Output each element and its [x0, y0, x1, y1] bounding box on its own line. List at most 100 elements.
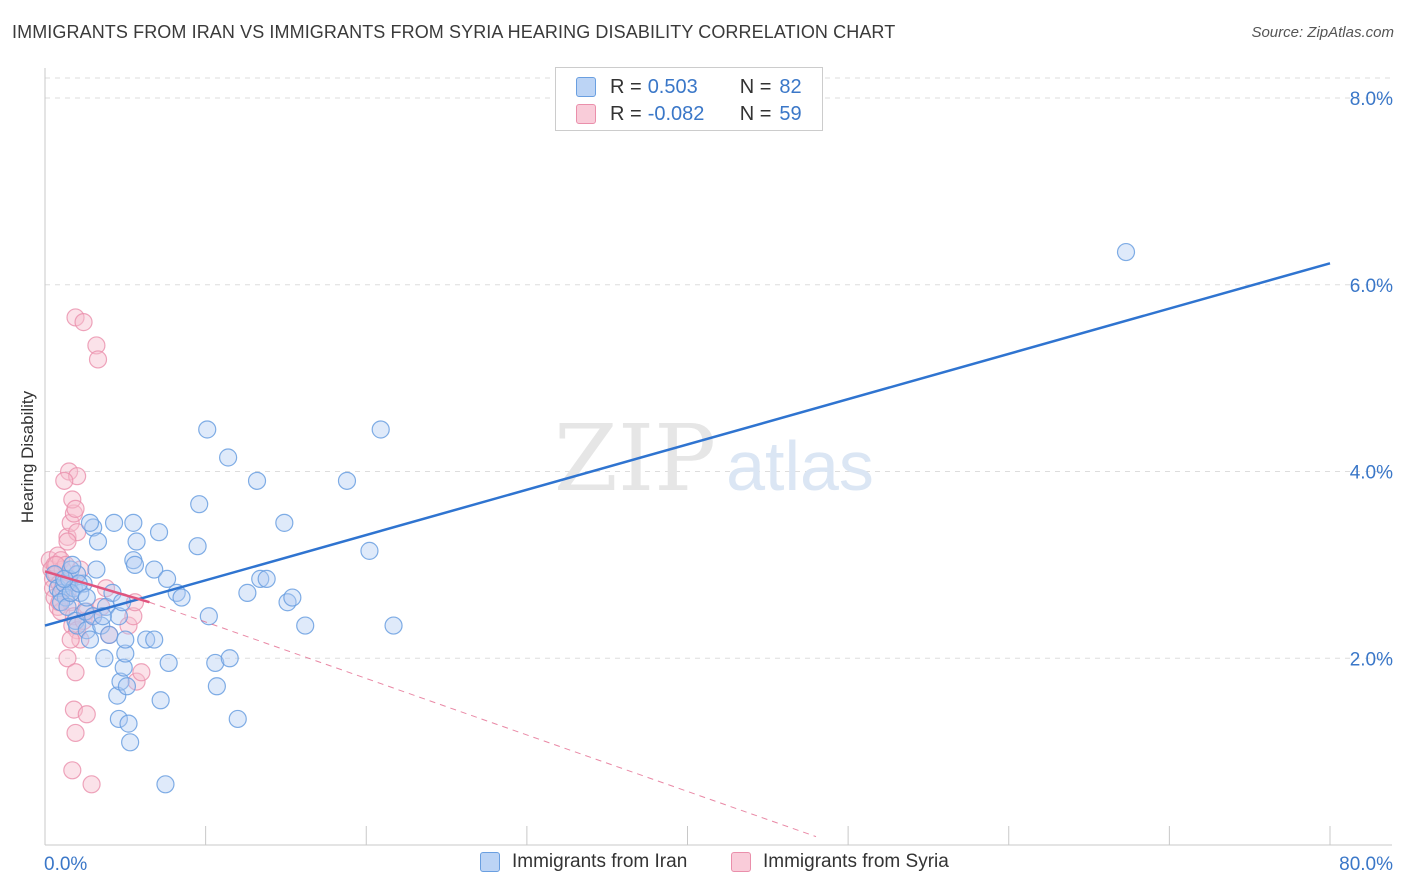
- iran-point: [109, 607, 128, 626]
- syria-point: [88, 350, 108, 369]
- iran-point: [114, 658, 133, 677]
- iran-point: [145, 630, 164, 649]
- iran-point: [127, 532, 146, 551]
- legend-r-value: 0.503: [647, 75, 698, 98]
- grid-layer: [45, 77, 1392, 659]
- iran-point: [275, 513, 294, 532]
- iran-point: [220, 649, 239, 668]
- iran-point: [283, 588, 302, 607]
- bottom-legend-swatch-syria: [731, 852, 751, 872]
- syria-point: [119, 616, 138, 635]
- legend-n-value: 59: [779, 102, 802, 125]
- syria-point: [58, 527, 77, 546]
- iran-point: [159, 653, 178, 673]
- iran-point: [116, 644, 135, 663]
- iran-point: [63, 555, 82, 574]
- iran-point: [219, 448, 238, 467]
- legend-row-syria: R = -0.082 N = 59: [576, 100, 802, 128]
- iran-point: [198, 420, 217, 439]
- syria-point: [132, 663, 151, 682]
- iran-point: [1116, 242, 1136, 262]
- iran-point: [206, 653, 225, 673]
- iran-point: [121, 733, 140, 752]
- x-tick-label-max: 80.0%: [1339, 854, 1393, 875]
- syria-point: [66, 499, 85, 518]
- iran-point: [190, 495, 209, 514]
- iran-point: [93, 607, 112, 626]
- syria-point: [77, 705, 96, 724]
- iran-point: [207, 677, 226, 696]
- iran-point: [151, 691, 170, 710]
- iran-point: [156, 775, 175, 794]
- legend-swatch-syria: [576, 104, 596, 124]
- legend-n-label: N =: [739, 102, 772, 125]
- chart-title: IMMIGRANTS FROM IRAN VS IMMIGRANTS FROM …: [12, 22, 896, 42]
- iran-point: [109, 709, 128, 729]
- bottom-legend-iran: Immigrants from Iran: [480, 851, 687, 873]
- iran-point: [116, 630, 135, 649]
- iran-point: [337, 471, 357, 490]
- syria-point: [82, 775, 101, 794]
- y-tick-label: 6.0%: [1350, 276, 1393, 297]
- legend-n-value: 82: [779, 75, 802, 98]
- y-tick-label: 2.0%: [1350, 649, 1393, 670]
- tick-labels: 2.0% 4.0% 6.0% 8.0% 0.0% 80.0%: [44, 89, 1393, 875]
- bottom-legend-syria: Immigrants from Syria: [731, 851, 949, 873]
- legend-r-value: -0.082: [647, 102, 705, 125]
- syria-point: [66, 663, 85, 682]
- iran-point: [117, 677, 137, 696]
- iran-point: [228, 709, 247, 729]
- iran-points: [45, 242, 1136, 794]
- syria-point: [71, 630, 90, 649]
- iran-trend-line: [44, 262, 1331, 627]
- iran-point: [371, 420, 390, 439]
- iran-point: [77, 588, 96, 607]
- iran-point: [95, 649, 114, 668]
- iran-point: [257, 569, 276, 588]
- iran-point: [238, 583, 257, 602]
- syria-point: [55, 471, 74, 490]
- legend-n-label: N =: [739, 75, 772, 98]
- syria-point: [63, 761, 82, 780]
- iran-point: [80, 630, 100, 649]
- iran-point: [87, 560, 106, 579]
- watermark-atlas: atlas: [726, 427, 874, 505]
- y-tick-label: 8.0%: [1350, 89, 1393, 110]
- syria-point: [66, 723, 85, 743]
- iran-point: [100, 625, 119, 645]
- iran-point: [296, 616, 315, 635]
- iran-point: [108, 686, 127, 705]
- iran-point: [251, 569, 270, 588]
- iran-point: [172, 588, 191, 607]
- iran-point: [199, 607, 218, 626]
- syria-trend-extension: [149, 601, 817, 838]
- iran-point: [88, 532, 108, 551]
- iran-point: [125, 555, 145, 574]
- syria-point: [47, 555, 66, 574]
- iran-point: [247, 471, 267, 490]
- syria-point: [58, 532, 77, 551]
- watermark: ZIP atlas: [554, 405, 874, 512]
- iran-point: [188, 537, 207, 556]
- legend-r-label: R =: [610, 102, 642, 125]
- iran-point: [157, 569, 177, 588]
- syria-point: [127, 672, 146, 691]
- x-tick-label-min: 0.0%: [44, 854, 87, 875]
- correlation-legend: R = 0.503 N = 82 R = -0.082 N = 59: [555, 67, 823, 131]
- bottom-legend-label-iran: Immigrants from Iran: [512, 851, 688, 872]
- syria-point: [87, 336, 106, 355]
- syria-trend-line: [44, 570, 150, 604]
- iran-point: [80, 513, 100, 532]
- bottom-legend-swatch-iran: [480, 852, 500, 872]
- iran-point: [58, 597, 77, 616]
- legend-row-iran: R = 0.503 N = 82: [576, 73, 802, 101]
- axes-layer: [44, 68, 1392, 846]
- syria-point: [58, 649, 77, 668]
- y-axis-label: Hearing Disability: [18, 390, 37, 524]
- bottom-legend-label-syria: Immigrants from Syria: [763, 851, 949, 872]
- iran-point: [104, 513, 124, 532]
- iran-point: [149, 523, 169, 542]
- legend-swatch-iran: [576, 77, 596, 97]
- iran-point: [119, 714, 138, 733]
- iran-point: [360, 541, 379, 560]
